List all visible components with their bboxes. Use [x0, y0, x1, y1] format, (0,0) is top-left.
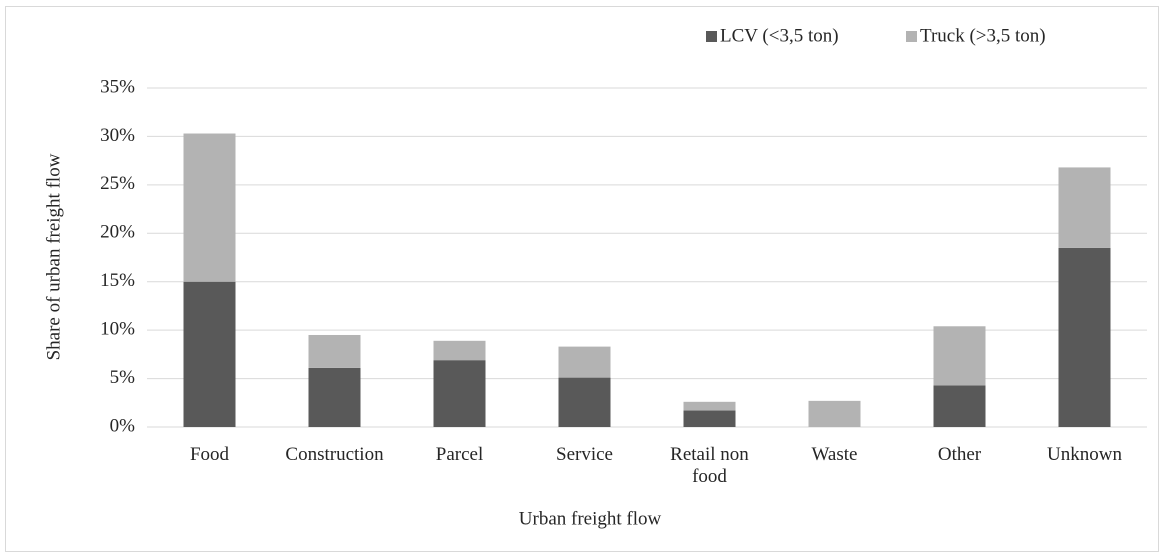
y-tick-label: 5%	[110, 367, 136, 388]
bar-segment	[683, 401, 736, 411]
x-tick-label: Service	[556, 444, 613, 465]
x-tick-label: Construction	[285, 444, 384, 465]
legend-swatch	[906, 31, 917, 42]
x-tick-label: Parcel	[435, 444, 484, 465]
y-tick-label: 35%	[100, 76, 135, 97]
y-tick-label: 30%	[100, 125, 135, 146]
legend-label: Truck (>3,5 ton)	[920, 25, 1046, 46]
bar-segment	[1058, 247, 1111, 427]
y-tick-label: 15%	[100, 270, 135, 291]
bar-segment	[933, 385, 986, 427]
x-tick-label: Unknown	[1047, 444, 1122, 465]
bar-segment	[683, 410, 736, 427]
bar-segment	[433, 360, 486, 427]
y-tick-label: 20%	[100, 222, 135, 243]
bar-segment	[183, 133, 236, 282]
x-tick-label: Retail non food	[670, 444, 749, 487]
x-tick-label: Waste	[811, 444, 858, 465]
bar-segment	[308, 367, 361, 427]
bar-segment	[558, 346, 611, 378]
bar-segment	[1058, 167, 1111, 248]
bar-segment	[433, 340, 486, 361]
bar-segment	[183, 281, 236, 427]
x-tick-label: Other	[937, 444, 982, 465]
bar-segment	[308, 334, 361, 368]
y-axis-title: Share of urban freight flow	[43, 153, 64, 360]
x-tick-label: Food	[189, 444, 230, 465]
x-axis-title: Urban freight flow	[519, 508, 662, 529]
bar-segment	[558, 377, 611, 427]
legend-swatch	[706, 31, 717, 42]
bar-segment	[808, 400, 861, 427]
legend-label: LCV (<3,5 ton)	[720, 25, 839, 46]
y-tick-label: 10%	[100, 319, 135, 340]
y-tick-label: 25%	[100, 173, 135, 194]
y-tick-label: 0%	[110, 415, 136, 436]
bar-segment	[933, 326, 986, 386]
